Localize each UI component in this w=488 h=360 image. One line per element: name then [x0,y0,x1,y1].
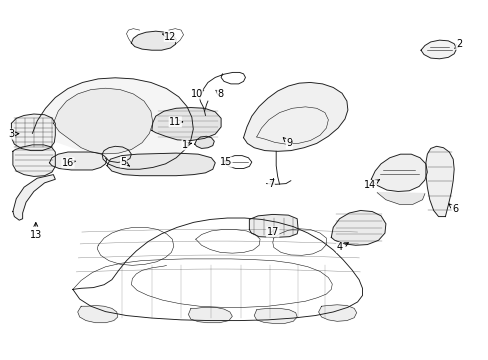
Text: 2: 2 [454,40,461,49]
Text: 13: 13 [30,222,42,239]
Polygon shape [152,108,221,140]
Polygon shape [194,136,214,148]
Polygon shape [11,114,55,150]
Text: 9: 9 [283,138,292,148]
Text: 1: 1 [182,140,191,150]
Polygon shape [425,146,453,217]
Text: 17: 17 [266,227,278,237]
Text: 3: 3 [8,129,19,139]
Polygon shape [249,215,298,237]
Polygon shape [131,31,176,50]
Text: 16: 16 [62,158,75,168]
Text: 5: 5 [120,157,129,167]
Polygon shape [254,309,297,323]
Text: 4: 4 [336,242,348,252]
Polygon shape [318,305,356,321]
Polygon shape [13,175,55,220]
Text: 15: 15 [219,157,232,167]
Text: 8: 8 [216,89,223,99]
Polygon shape [78,306,118,323]
Text: 11: 11 [169,117,182,127]
Text: 14: 14 [364,180,379,190]
Text: 10: 10 [190,89,203,99]
Text: 12: 12 [162,32,176,41]
Text: 7: 7 [267,179,274,189]
Polygon shape [13,145,55,176]
Polygon shape [370,154,427,192]
Polygon shape [420,40,456,59]
Polygon shape [107,153,215,176]
Polygon shape [32,78,193,169]
Polygon shape [376,193,424,204]
Polygon shape [243,82,347,151]
Polygon shape [53,88,153,154]
Polygon shape [330,211,385,245]
Polygon shape [188,307,232,323]
Polygon shape [49,152,107,170]
Text: 6: 6 [448,204,457,215]
